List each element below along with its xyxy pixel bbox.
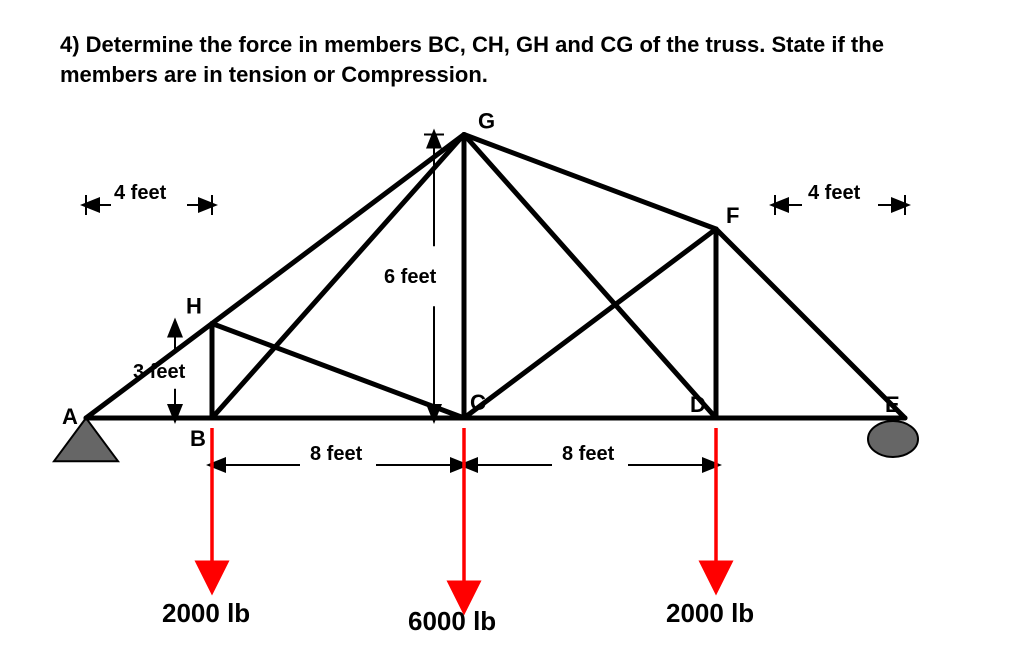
node-label-H: H	[186, 294, 202, 319]
member-HG	[212, 135, 464, 324]
member-FE	[716, 229, 905, 418]
dim-label: 6 feet	[384, 266, 437, 288]
member-HC	[212, 324, 464, 419]
member-FC	[464, 229, 716, 418]
load-label-B: 2000 lb	[162, 598, 250, 628]
dim-label: 8 feet	[310, 443, 363, 465]
dim-label: 3 feet	[133, 361, 186, 383]
node-label-B: B	[190, 426, 206, 451]
node-label-F: F	[726, 203, 739, 228]
figure-root: 4) Determine the force in members BC, CH…	[0, 0, 1024, 666]
load-label-D: 2000 lb	[666, 598, 754, 628]
node-label-D: D	[690, 392, 706, 417]
dim-label: 8 feet	[562, 443, 615, 465]
member-GF	[464, 135, 716, 230]
dim-label: 4 feet	[114, 182, 167, 204]
member-GD	[464, 135, 716, 419]
roller-support	[868, 421, 918, 457]
node-label-E: E	[885, 392, 900, 417]
node-label-A: A	[62, 404, 78, 429]
node-label-C: C	[470, 390, 486, 415]
truss-svg: 4 feet 4 feet 8 feet 8 feet 6 feet 3 feet 200…	[0, 0, 1024, 666]
load-label-C: 6000 lb	[408, 606, 496, 636]
node-label-G: G	[478, 109, 495, 134]
dim-label: 4 feet	[808, 182, 861, 204]
